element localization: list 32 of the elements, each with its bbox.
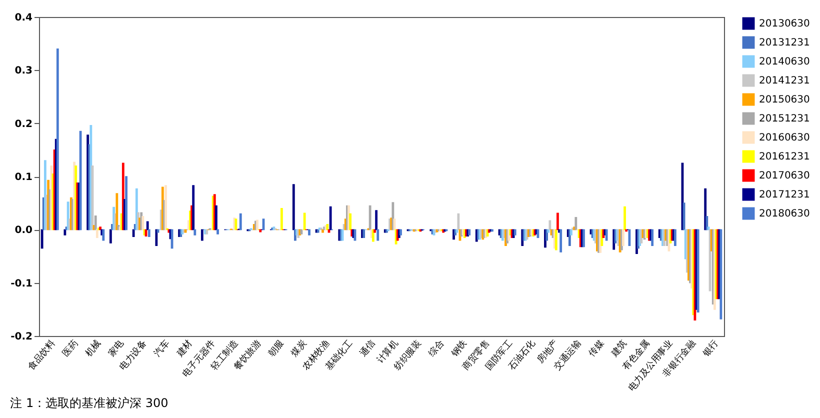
- y-tick-label: 0.1: [14, 172, 33, 183]
- legend-label: 20160630: [759, 132, 810, 144]
- legend-label: 20140630: [759, 56, 810, 68]
- x-tick-label: 煤炭: [289, 338, 310, 359]
- x-tick-label: 银行: [700, 338, 721, 360]
- x-tick-label: 医药: [60, 338, 80, 359]
- x-tick-label: 家电: [106, 338, 126, 359]
- legend-label: 20131231: [759, 38, 810, 48]
- legend-label: 20130630: [759, 18, 810, 30]
- x-tick-label: 机械: [83, 338, 104, 359]
- y-tick-label: 0.2: [14, 118, 33, 130]
- y-tick-label: -0.2: [10, 332, 33, 342]
- x-tick-label: 汽车: [152, 338, 172, 359]
- text: 注 1：选取的基准被沪深 300: [10, 396, 168, 410]
- legend-label: 20151231: [759, 114, 810, 124]
- legend-label: 20141231: [759, 76, 810, 86]
- x-tick-label: 建材: [174, 338, 195, 360]
- x-tick-label: 钢铁: [448, 338, 470, 360]
- legend-label: 20150630: [759, 94, 810, 106]
- legend-label: 20170630: [759, 170, 810, 182]
- y-tick-label: 0.3: [14, 66, 33, 77]
- x-tick-label: 建筑: [608, 338, 630, 360]
- x-tick-label: 朝服: [266, 338, 286, 359]
- y-tick-label: 0.4: [14, 12, 33, 24]
- x-tick-label: 传媒: [586, 338, 606, 359]
- y-tick-label: 0.0: [14, 225, 33, 236]
- y-tick-label: -0.1: [10, 278, 33, 290]
- legend-label: 20161231: [759, 152, 810, 162]
- x-tick-label: 通信: [358, 338, 378, 359]
- legend-label: 20171231: [759, 190, 810, 200]
- legend-label: 20180630: [759, 208, 810, 220]
- x-tick-label: 综合: [426, 338, 446, 359]
